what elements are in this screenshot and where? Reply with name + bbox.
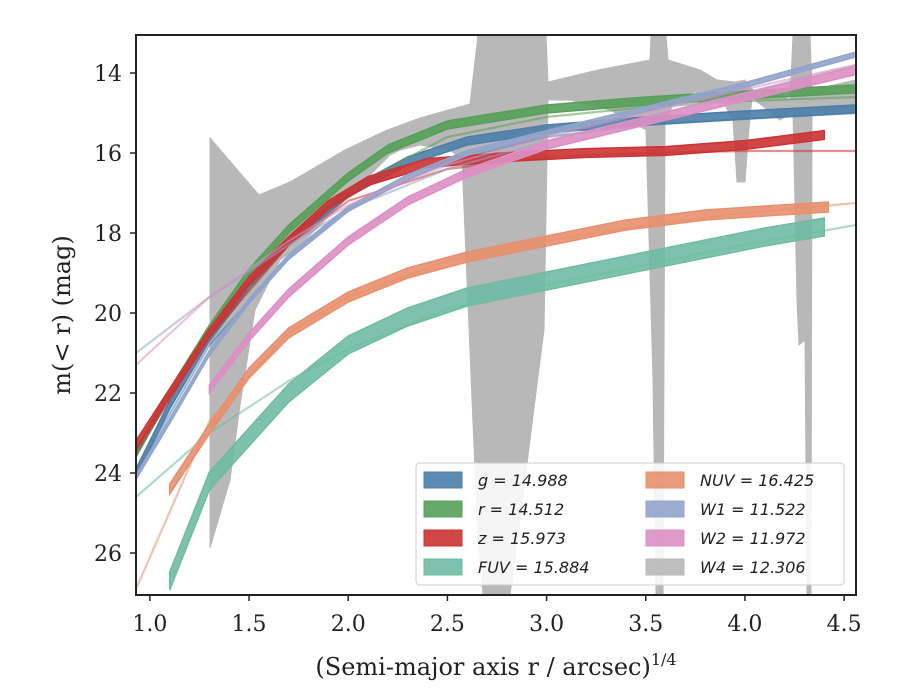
x-axis-ticks: 1.0 1.5 2.0 2.5 3.0 3.5 4.0 4.5 [132, 595, 862, 637]
x-axis-label: (Semi-major axis r / arcsec)1/4 [315, 650, 676, 681]
legend-swatch-r [423, 500, 463, 518]
legend-swatch-z [423, 529, 463, 547]
legend-swatch-g [423, 471, 463, 489]
w2-band [208, 66, 855, 396]
legend: g = 14.988 r = 14.512 z = 15.973 FUV = 15.8… [415, 462, 845, 586]
x-tick-label: 1.5 [232, 612, 267, 637]
x-axis-label-sup: 1/4 [651, 650, 677, 669]
legend-label-r: r = 14.512 [478, 500, 564, 519]
y-tick-label: 18 [94, 222, 122, 247]
x-tick-label: 4.0 [727, 612, 762, 637]
legend-label-z: z = 15.973 [477, 529, 566, 548]
y-axis-label: m(< r) (mag) [48, 235, 76, 394]
x-tick-label: 3.0 [529, 612, 564, 637]
nuv-band [168, 201, 829, 497]
legend-swatch-w1 [645, 500, 685, 518]
legend-label-nuv: NUV = 16.425 [700, 471, 814, 490]
legend-label-w2: W2 = 11.972 [700, 529, 806, 548]
legend-label-fuv: FUV = 15.884 [478, 558, 589, 577]
y-axis-ticks: 14 16 18 20 22 24 26 [94, 62, 136, 567]
legend-label-w1: W1 = 11.522 [700, 500, 806, 519]
legend-label-w4: W4 = 12.306 [700, 558, 806, 577]
plot-frame [135, 34, 857, 596]
x-tick-label: 3.5 [628, 612, 663, 637]
x-tick-label: 2.5 [430, 612, 465, 637]
legend-label-g: g = 14.988 [478, 471, 568, 490]
y-tick-label: 26 [94, 542, 122, 567]
fuv-band [168, 217, 826, 591]
y-tick-label: 20 [94, 302, 122, 327]
y-tick-label: 22 [94, 382, 122, 407]
w1-band [136, 51, 855, 481]
legend-swatch-w2 [645, 529, 685, 547]
z-band [136, 129, 826, 451]
y-tick-label: 24 [94, 462, 122, 487]
y-tick-label: 16 [94, 142, 122, 167]
legend-swatch-nuv [645, 471, 685, 489]
x-tick-label: 4.5 [827, 612, 862, 637]
legend-swatch-w4 [645, 558, 685, 576]
legend-swatch-fuv [423, 558, 463, 576]
y-tick-label: 14 [94, 62, 122, 87]
x-tick-label: 2.0 [331, 612, 366, 637]
legend-box [415, 462, 845, 586]
w2-fit-line [136, 63, 856, 366]
x-tick-label: 1.0 [132, 612, 167, 637]
series-layer [136, 51, 856, 591]
x-axis-label-main: (Semi-major axis r / arcsec) [315, 653, 650, 681]
legend-items: g = 14.988 r = 14.512 z = 15.973 FUV = 15.8… [423, 471, 814, 577]
